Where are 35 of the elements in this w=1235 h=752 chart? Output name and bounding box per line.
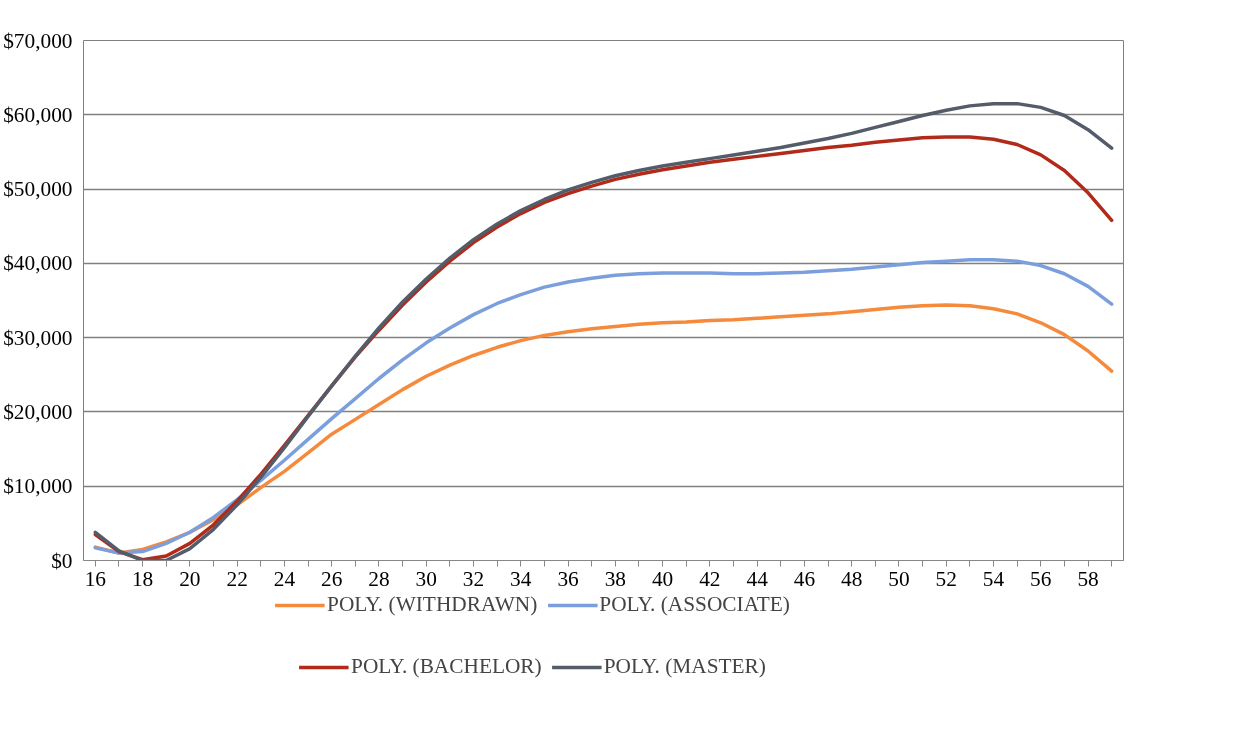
x-tick-label: 26 <box>321 566 343 591</box>
x-tick-label: 54 <box>982 566 1005 591</box>
x-tick-label: 58 <box>1077 566 1099 591</box>
x-tick-label: 34 <box>510 566 532 591</box>
y-tick-label: $40,000 <box>3 251 73 276</box>
x-tick-label: 20 <box>179 566 201 591</box>
legend-label: POLY. (WITHDRAWN) <box>327 592 538 617</box>
x-tick-label: 16 <box>84 566 107 591</box>
x-tick-label: 42 <box>699 566 721 591</box>
x-tick-label: 56 <box>1030 566 1052 591</box>
y-tick-label: $50,000 <box>3 177 73 202</box>
x-tick-label: 24 <box>273 566 296 591</box>
y-tick-label: $30,000 <box>3 325 73 350</box>
x-tick-label: 44 <box>746 566 769 591</box>
x-tick-label: 46 <box>793 566 816 591</box>
x-tick-label: 36 <box>557 566 580 591</box>
x-tick-label: 38 <box>604 566 626 591</box>
x-tick-label: 50 <box>888 566 910 591</box>
x-tick-label: 28 <box>368 566 390 591</box>
x-tick-label: 52 <box>935 566 957 591</box>
x-tick-label: 22 <box>226 566 248 591</box>
x-tick-label: 32 <box>462 566 485 591</box>
x-tick-label: 30 <box>415 566 437 591</box>
y-tick-label: $60,000 <box>3 102 73 127</box>
y-tick-label: $10,000 <box>3 474 73 499</box>
line-series <box>93 257 1114 555</box>
x-tick-label: 40 <box>651 566 674 591</box>
legend-label: POLY. (ASSOCIATE) <box>599 592 790 617</box>
y-tick-label: $20,000 <box>3 399 73 424</box>
x-tick-label: 18 <box>131 566 154 591</box>
x-tick-label: 48 <box>841 566 863 591</box>
y-tick-label: $0 <box>51 548 73 573</box>
legend-label: POLY. (BACHELOR) <box>351 654 542 679</box>
legend-label: POLY. (MASTER) <box>603 654 766 679</box>
y-tick-label: $70,000 <box>3 28 73 53</box>
